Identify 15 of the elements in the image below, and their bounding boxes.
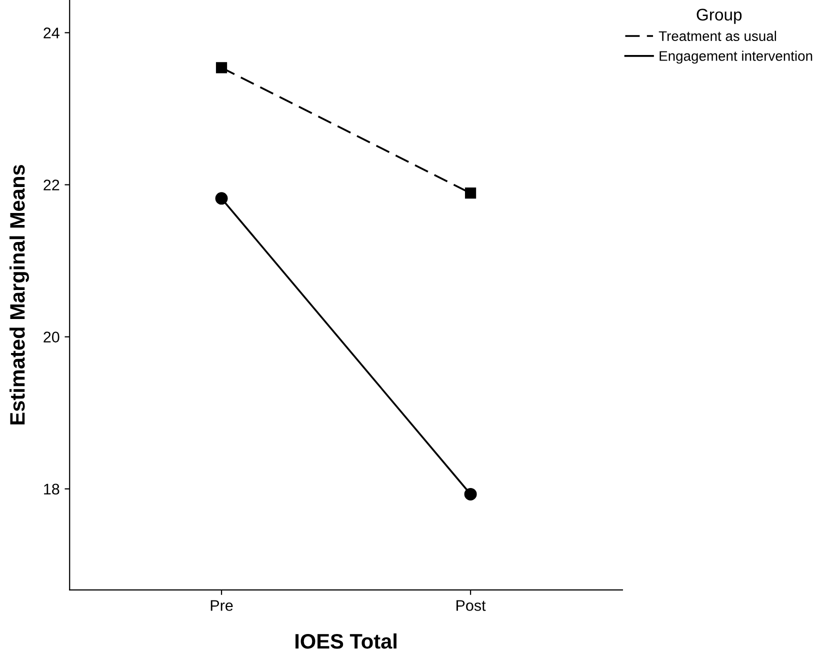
legend-label: Engagement intervention <box>660 50 812 64</box>
y-tick-label: 22 <box>44 180 60 190</box>
y-axis-title: Estimated Marginal Means <box>10 165 30 424</box>
point <box>464 488 477 500</box>
y-tick-label: 24 <box>44 28 60 38</box>
y-tick-label: 18 <box>44 484 60 495</box>
point <box>215 192 228 205</box>
x-tick-label: Pre <box>210 600 233 611</box>
legend-title: Group <box>696 8 742 24</box>
legend-label: Treatment as usual <box>658 30 776 42</box>
x-tick-label: Post <box>456 600 486 611</box>
x-axis-title: IOES Total <box>296 633 396 649</box>
point <box>464 188 476 199</box>
y-tick-label: 20 <box>44 332 60 342</box>
point <box>216 62 228 74</box>
